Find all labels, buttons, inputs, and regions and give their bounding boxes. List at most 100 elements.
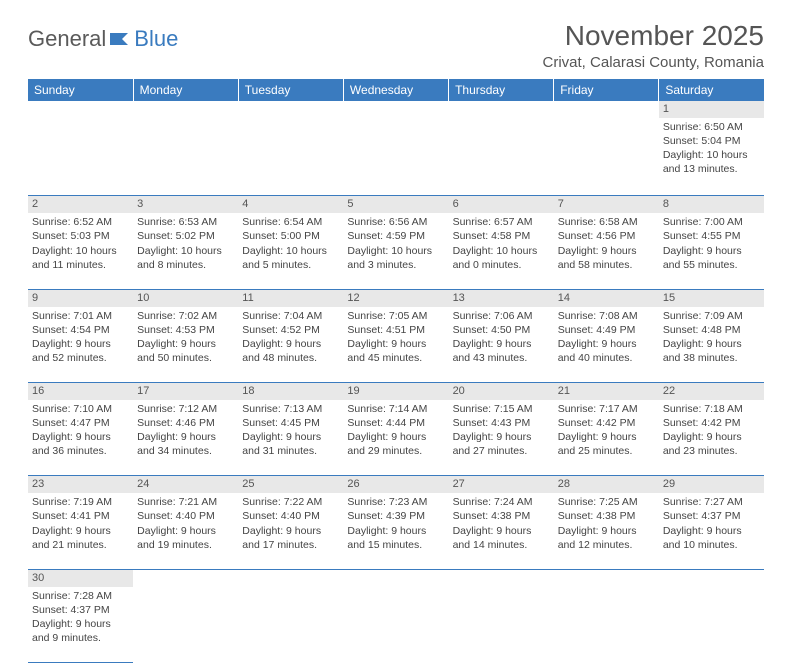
sunset-line: Sunset: 4:42 PM bbox=[663, 416, 760, 430]
daylight-line: Daylight: 10 hours and 11 minutes. bbox=[32, 244, 129, 272]
day-number-cell: 14 bbox=[554, 289, 659, 306]
day-number-cell: 21 bbox=[554, 383, 659, 400]
sunset-line: Sunset: 4:46 PM bbox=[137, 416, 234, 430]
sunset-line: Sunset: 4:44 PM bbox=[347, 416, 444, 430]
daylight-line: Daylight: 9 hours and 40 minutes. bbox=[558, 337, 655, 365]
day-cell: Sunrise: 7:12 AMSunset: 4:46 PMDaylight:… bbox=[133, 400, 238, 476]
sunset-line: Sunset: 4:48 PM bbox=[663, 323, 760, 337]
sunrise-line: Sunrise: 7:25 AM bbox=[558, 495, 655, 509]
logo: General Blue bbox=[28, 26, 178, 52]
weekday-header: Monday bbox=[133, 79, 238, 101]
sunrise-line: Sunrise: 7:08 AM bbox=[558, 309, 655, 323]
day-number-cell bbox=[554, 101, 659, 118]
day-number-cell: 26 bbox=[343, 476, 448, 493]
daylight-line: Daylight: 10 hours and 0 minutes. bbox=[453, 244, 550, 272]
sunrise-line: Sunrise: 7:06 AM bbox=[453, 309, 550, 323]
sunrise-line: Sunrise: 6:50 AM bbox=[663, 120, 760, 134]
day-cell: Sunrise: 7:27 AMSunset: 4:37 PMDaylight:… bbox=[659, 493, 764, 569]
sunset-line: Sunset: 4:58 PM bbox=[453, 229, 550, 243]
day-number-cell: 17 bbox=[133, 383, 238, 400]
day-number-cell: 3 bbox=[133, 196, 238, 213]
sunrise-line: Sunrise: 6:53 AM bbox=[137, 215, 234, 229]
weekday-header: Friday bbox=[554, 79, 659, 101]
daylight-line: Daylight: 10 hours and 5 minutes. bbox=[242, 244, 339, 272]
day-cell: Sunrise: 7:22 AMSunset: 4:40 PMDaylight:… bbox=[238, 493, 343, 569]
sunrise-line: Sunrise: 7:10 AM bbox=[32, 402, 129, 416]
day-cell bbox=[133, 118, 238, 196]
day-cell bbox=[28, 118, 133, 196]
sunset-line: Sunset: 5:00 PM bbox=[242, 229, 339, 243]
day-cell: Sunrise: 7:06 AMSunset: 4:50 PMDaylight:… bbox=[449, 307, 554, 383]
day-cell bbox=[554, 118, 659, 196]
day-number-cell bbox=[343, 569, 448, 586]
day-cell: Sunrise: 6:53 AMSunset: 5:02 PMDaylight:… bbox=[133, 213, 238, 289]
day-cell: Sunrise: 7:18 AMSunset: 4:42 PMDaylight:… bbox=[659, 400, 764, 476]
day-number-cell: 25 bbox=[238, 476, 343, 493]
day-number-cell: 1 bbox=[659, 101, 764, 118]
day-cell: Sunrise: 7:05 AMSunset: 4:51 PMDaylight:… bbox=[343, 307, 448, 383]
day-cell: Sunrise: 7:04 AMSunset: 4:52 PMDaylight:… bbox=[238, 307, 343, 383]
day-number-cell: 29 bbox=[659, 476, 764, 493]
daylight-line: Daylight: 9 hours and 43 minutes. bbox=[453, 337, 550, 365]
day-cell bbox=[343, 118, 448, 196]
daylight-line: Daylight: 9 hours and 19 minutes. bbox=[137, 524, 234, 552]
day-number-cell: 13 bbox=[449, 289, 554, 306]
day-number-cell: 22 bbox=[659, 383, 764, 400]
sunrise-line: Sunrise: 7:27 AM bbox=[663, 495, 760, 509]
day-number-cell: 15 bbox=[659, 289, 764, 306]
logo-text-blue: Blue bbox=[134, 26, 178, 52]
sunset-line: Sunset: 4:40 PM bbox=[137, 509, 234, 523]
sunrise-line: Sunrise: 7:15 AM bbox=[453, 402, 550, 416]
sunrise-line: Sunrise: 7:12 AM bbox=[137, 402, 234, 416]
sunset-line: Sunset: 4:38 PM bbox=[453, 509, 550, 523]
day-cell: Sunrise: 6:50 AMSunset: 5:04 PMDaylight:… bbox=[659, 118, 764, 196]
day-number-cell: 10 bbox=[133, 289, 238, 306]
daylight-line: Daylight: 9 hours and 12 minutes. bbox=[558, 524, 655, 552]
day-cell: Sunrise: 7:24 AMSunset: 4:38 PMDaylight:… bbox=[449, 493, 554, 569]
weekday-header: Wednesday bbox=[343, 79, 448, 101]
header: General Blue November 2025 Crivat, Calar… bbox=[28, 20, 764, 71]
week-row: Sunrise: 6:52 AMSunset: 5:03 PMDaylight:… bbox=[28, 213, 764, 289]
day-cell: Sunrise: 7:19 AMSunset: 4:41 PMDaylight:… bbox=[28, 493, 133, 569]
daylight-line: Daylight: 9 hours and 58 minutes. bbox=[558, 244, 655, 272]
week-row: Sunrise: 6:50 AMSunset: 5:04 PMDaylight:… bbox=[28, 118, 764, 196]
daylight-line: Daylight: 9 hours and 23 minutes. bbox=[663, 430, 760, 458]
sunrise-line: Sunrise: 7:24 AM bbox=[453, 495, 550, 509]
sunset-line: Sunset: 5:03 PM bbox=[32, 229, 129, 243]
day-cell: Sunrise: 6:54 AMSunset: 5:00 PMDaylight:… bbox=[238, 213, 343, 289]
day-number-cell: 7 bbox=[554, 196, 659, 213]
day-cell: Sunrise: 7:14 AMSunset: 4:44 PMDaylight:… bbox=[343, 400, 448, 476]
day-cell bbox=[554, 587, 659, 663]
day-cell: Sunrise: 7:10 AMSunset: 4:47 PMDaylight:… bbox=[28, 400, 133, 476]
day-cell: Sunrise: 7:09 AMSunset: 4:48 PMDaylight:… bbox=[659, 307, 764, 383]
sunset-line: Sunset: 4:40 PM bbox=[242, 509, 339, 523]
day-number-cell: 28 bbox=[554, 476, 659, 493]
calendar-table: Sunday Monday Tuesday Wednesday Thursday… bbox=[28, 79, 764, 663]
sunrise-line: Sunrise: 7:05 AM bbox=[347, 309, 444, 323]
day-cell: Sunrise: 7:28 AMSunset: 4:37 PMDaylight:… bbox=[28, 587, 133, 663]
day-number-cell bbox=[238, 569, 343, 586]
day-cell: Sunrise: 7:15 AMSunset: 4:43 PMDaylight:… bbox=[449, 400, 554, 476]
day-cell bbox=[659, 587, 764, 663]
daylight-line: Daylight: 9 hours and 34 minutes. bbox=[137, 430, 234, 458]
sunset-line: Sunset: 4:37 PM bbox=[32, 603, 129, 617]
logo-text-general: General bbox=[28, 26, 106, 52]
sunset-line: Sunset: 4:42 PM bbox=[558, 416, 655, 430]
day-cell: Sunrise: 7:00 AMSunset: 4:55 PMDaylight:… bbox=[659, 213, 764, 289]
sunset-line: Sunset: 4:39 PM bbox=[347, 509, 444, 523]
sunrise-line: Sunrise: 7:09 AM bbox=[663, 309, 760, 323]
day-number-cell bbox=[133, 569, 238, 586]
day-number-cell bbox=[238, 101, 343, 118]
day-number-cell: 2 bbox=[28, 196, 133, 213]
sunset-line: Sunset: 5:02 PM bbox=[137, 229, 234, 243]
weekday-header: Thursday bbox=[449, 79, 554, 101]
day-cell: Sunrise: 7:01 AMSunset: 4:54 PMDaylight:… bbox=[28, 307, 133, 383]
day-number-cell: 16 bbox=[28, 383, 133, 400]
daylight-line: Daylight: 9 hours and 48 minutes. bbox=[242, 337, 339, 365]
week-row: Sunrise: 7:28 AMSunset: 4:37 PMDaylight:… bbox=[28, 587, 764, 663]
day-cell: Sunrise: 7:02 AMSunset: 4:53 PMDaylight:… bbox=[133, 307, 238, 383]
flag-icon bbox=[110, 31, 132, 47]
day-number-cell: 19 bbox=[343, 383, 448, 400]
daynum-row: 23242526272829 bbox=[28, 476, 764, 493]
daylight-line: Daylight: 9 hours and 21 minutes. bbox=[32, 524, 129, 552]
